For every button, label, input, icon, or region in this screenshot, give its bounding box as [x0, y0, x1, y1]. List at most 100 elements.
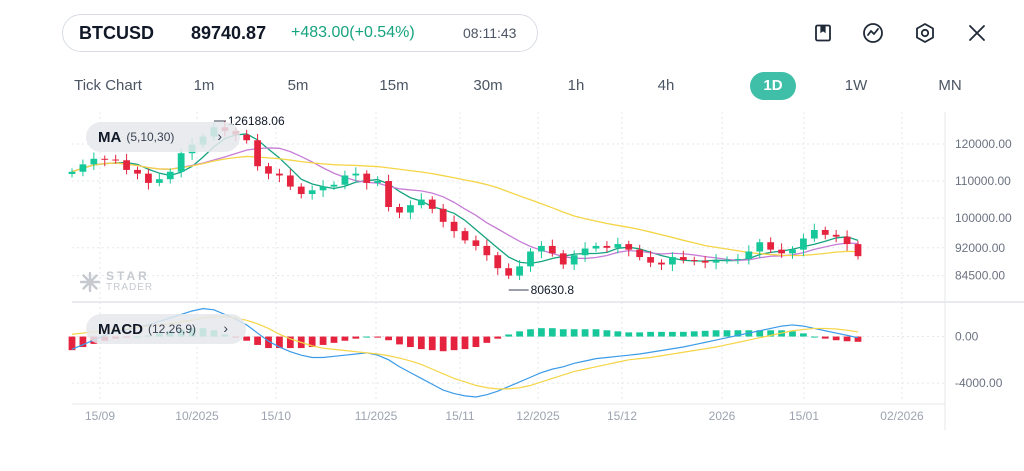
- candle: [101, 158, 109, 160]
- macd-histogram-bar: [767, 330, 775, 337]
- macd-histogram-bar: [407, 336, 414, 348]
- tab-30m[interactable]: 30m: [473, 77, 503, 94]
- candle: [832, 234, 840, 237]
- candle: [483, 245, 491, 256]
- macd-histogram-bar: [319, 336, 327, 345]
- tab-1w[interactable]: 1W: [844, 77, 868, 94]
- candle: [669, 257, 676, 265]
- macd-histogram-bar: [308, 336, 316, 348]
- macd-histogram-bar: [723, 330, 731, 337]
- macd-histogram-bar: [548, 328, 556, 337]
- macd-histogram-bar: [450, 336, 458, 351]
- chevron-right-icon: ›: [223, 320, 228, 336]
- macd-histogram-bar: [363, 336, 371, 338]
- indicator-icon[interactable]: [858, 20, 888, 46]
- macd-histogram-bar: [581, 329, 589, 337]
- candle: [570, 255, 578, 265]
- tab-1m[interactable]: 1m: [193, 77, 215, 94]
- candle: [297, 186, 305, 195]
- settings-icon[interactable]: [910, 20, 940, 46]
- x-tick-label: 2026: [709, 409, 736, 423]
- macd-histogram-bar: [592, 329, 600, 337]
- tab-5m[interactable]: 5m: [287, 77, 309, 94]
- candle: [538, 245, 545, 252]
- candle: [789, 249, 796, 254]
- candle: [679, 257, 687, 261]
- macd-histogram-bar: [79, 336, 87, 348]
- macd-histogram-bar: [647, 331, 654, 337]
- y-tick-label: 110000.00: [955, 174, 1011, 188]
- macd-indicator-pill[interactable]: MACD (12,26,9) ›: [86, 314, 246, 344]
- candle: [658, 262, 665, 265]
- candle: [701, 260, 709, 263]
- macd-histogram-bar: [472, 336, 480, 348]
- ma-name: MA: [98, 128, 122, 146]
- tab-1d[interactable]: 1D: [750, 72, 796, 100]
- macd-histogram-bar: [341, 336, 349, 341]
- candle: [68, 171, 76, 174]
- x-tick-label: 02/2026: [880, 409, 924, 423]
- x-tick-label: 15/09: [85, 409, 115, 423]
- price-chart[interactable]: 120000.00 110000.00 100000.00 92000.00 84500…: [0, 104, 1024, 434]
- candle: [756, 242, 764, 252]
- macd-histogram-bar: [505, 334, 513, 337]
- macd-histogram-bar: [603, 330, 611, 337]
- macd-histogram-bar: [559, 329, 567, 337]
- candle: [723, 259, 731, 261]
- macd-histogram-bar: [658, 331, 665, 337]
- macd-histogram-bar: [265, 336, 272, 349]
- tab-tick-chart[interactable]: Tick Chart: [74, 77, 142, 94]
- macd-histogram-bar: [68, 336, 76, 351]
- candle: [286, 175, 294, 187]
- candle: [385, 181, 392, 207]
- macd-histogram-bar: [254, 336, 261, 345]
- low-annotation: 80630.8: [531, 283, 575, 297]
- candle: [145, 173, 152, 183]
- candle: [396, 207, 403, 213]
- macd-histogram-bar: [800, 333, 807, 337]
- ma-line: [71, 133, 859, 265]
- chart-area[interactable]: 120000.00 110000.00 100000.00 92000.00 84500…: [0, 104, 1024, 434]
- macd-histogram-bar: [570, 329, 578, 337]
- macd-histogram-bar: [396, 336, 403, 345]
- tab-4h[interactable]: 4h: [657, 77, 675, 94]
- candle: [745, 251, 753, 259]
- y-tick-label: 84500.00: [955, 269, 1005, 283]
- ticker-bar[interactable]: BTCUSD 89740.87 +483.00(+0.54%) 08:11:43: [62, 14, 538, 52]
- ma-line: [71, 155, 859, 257]
- macd-histogram-bar: [625, 332, 633, 337]
- candle: [112, 159, 120, 161]
- candle: [155, 179, 163, 183]
- tab-1h[interactable]: 1h: [567, 77, 585, 94]
- macd-histogram-bar: [701, 330, 709, 337]
- macd-histogram-bar: [276, 336, 283, 349]
- close-icon[interactable]: [962, 20, 992, 46]
- candle: [265, 166, 272, 174]
- candle: [614, 244, 622, 248]
- candle: [548, 245, 556, 254]
- macd-histogram-bar: [636, 332, 644, 337]
- macd-histogram-bar: [494, 336, 502, 339]
- chevron-right-icon: ›: [217, 128, 222, 144]
- candle: [821, 229, 829, 235]
- candle: [581, 248, 589, 256]
- y-tick-label: 92000.00: [955, 241, 1005, 255]
- ma-indicator-pill[interactable]: MA (5,10,30) ›: [86, 122, 240, 152]
- x-tick-label: 11/2025: [355, 409, 398, 423]
- macd-histogram-bar: [854, 336, 862, 342]
- macd-histogram-bar: [669, 331, 676, 337]
- macd-histogram-bar: [712, 330, 720, 337]
- candle: [603, 245, 611, 248]
- tab-mn[interactable]: MN: [938, 77, 962, 94]
- tab-15m[interactable]: 15m: [379, 77, 409, 94]
- macd-histogram-bar: [428, 336, 436, 351]
- high-annotation: 126188.06: [228, 114, 285, 128]
- candle: [734, 258, 742, 260]
- star-logo-icon: [80, 272, 100, 292]
- y-tick-label: -4000.00: [955, 376, 1003, 390]
- watermark: STAR TRADER: [80, 270, 153, 294]
- x-tick-label: 10/2025: [175, 409, 219, 423]
- x-tick-label: 15/10: [261, 409, 291, 423]
- bookmark-icon[interactable]: [808, 20, 838, 46]
- macd-histogram-bar: [690, 331, 698, 337]
